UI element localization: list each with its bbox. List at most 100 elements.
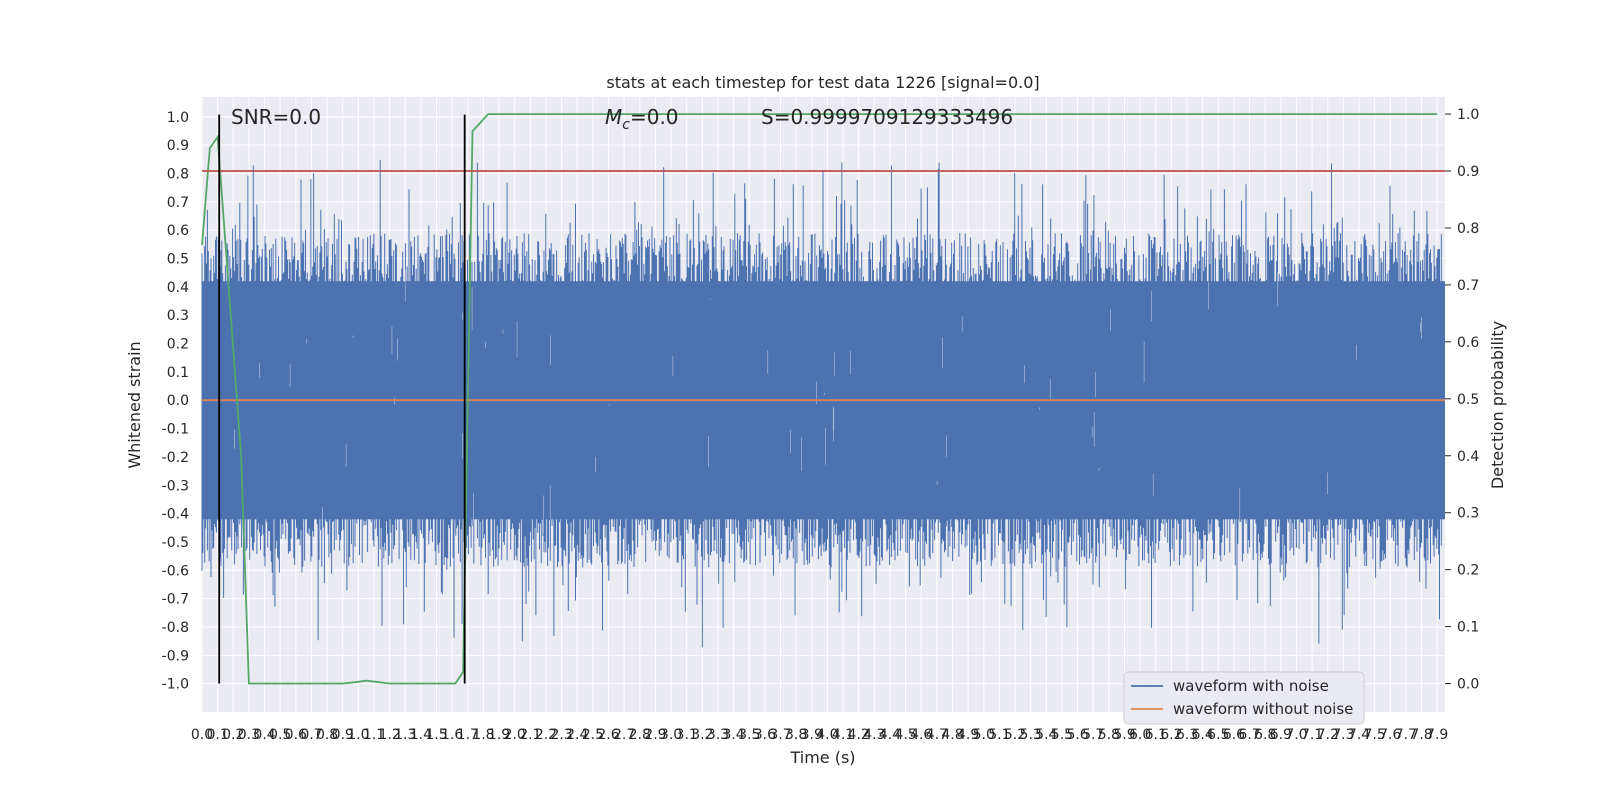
x-tick-label: 4.8	[941, 727, 963, 743]
y2-axis-ticks: 1.0 0.9 0.8 0.7 0.6 0.5 0.4 0.3 0.2 0.1 0.0	[1445, 107, 1479, 693]
y-tick-label: -0.1	[162, 422, 189, 438]
y-tick-label: -1.0	[162, 677, 189, 693]
legend-box	[1123, 671, 1365, 725]
x-tick-label: 3.2	[691, 727, 713, 743]
x-tick-label: 3.4	[722, 727, 744, 743]
x-tick-label: 4.5	[894, 727, 916, 743]
x-tick-label: 5.6	[1066, 727, 1088, 743]
x-tick-label: 3.6	[754, 727, 776, 743]
x-tick-label: 2.4	[566, 727, 588, 743]
x-tick-label: 0.4	[253, 727, 275, 743]
x-tick-label: 6.7	[1238, 727, 1260, 743]
y2-tick-label: 0.6	[1457, 335, 1479, 351]
x-tick-label: 1.0	[347, 727, 369, 743]
y-tick-label: 0.2	[167, 337, 189, 353]
x-tick-label: 3.1	[676, 727, 698, 743]
y2-tick-label: 0.8	[1457, 221, 1479, 237]
chart-title: stats at each timestep for test data 122…	[606, 73, 1039, 92]
y2-axis-label: Detection probability	[1488, 321, 1507, 489]
y-tick-label: 0.4	[167, 280, 189, 296]
x-tick-label: 0.0	[191, 727, 213, 743]
y-tick-label: -0.7	[162, 592, 189, 608]
x-tick-label: 2.3	[550, 727, 572, 743]
x-tick-label: 7.2	[1317, 727, 1339, 743]
y-tick-label: -0.2	[162, 450, 189, 466]
x-tick-label: 1.2	[378, 727, 400, 743]
y2-tick-label: 0.4	[1457, 449, 1479, 465]
x-tick-label: 3.0	[660, 727, 682, 743]
x-tick-label: 5.2	[1004, 727, 1026, 743]
y2-tick-label: 0.3	[1457, 506, 1479, 522]
y-tick-label: -0.6	[162, 563, 189, 579]
x-tick-label: 0.6	[285, 727, 307, 743]
x-tick-label: 0.7	[300, 727, 322, 743]
x-tick-label: 7.4	[1348, 727, 1370, 743]
x-tick-label: 4.2	[848, 727, 870, 743]
x-tick-label: 7.5	[1364, 727, 1386, 743]
x-tick-label: 3.9	[801, 727, 823, 743]
x-tick-label: 6.8	[1254, 727, 1276, 743]
y-tick-label: 0.9	[167, 138, 189, 154]
x-tick-label: 1.9	[488, 727, 510, 743]
x-tick-label: 1.4	[410, 727, 432, 743]
x-axis-ticks: 0.00.10.20.30.40.50.60.70.80.91.01.11.21…	[191, 727, 1448, 743]
legend-label-waveform-without-noise: waveform without noise	[1173, 700, 1353, 718]
x-tick-label: 2.7	[613, 727, 635, 743]
series-detection-probability	[201, 113, 1438, 685]
x-tick-label: 4.1	[832, 727, 854, 743]
x-tick-label: 1.6	[441, 727, 463, 743]
x-tick-label: 5.9	[1113, 727, 1135, 743]
snr-annotation: SNR=0.0	[231, 105, 321, 129]
y2-tick-label: 0.9	[1457, 164, 1479, 180]
x-tick-label: 2.2	[535, 727, 557, 743]
x-tick-label: 4.7	[926, 727, 948, 743]
x-tick-label: 0.3	[238, 727, 260, 743]
legend: waveform with noise waveform without noi…	[1123, 671, 1365, 725]
y-tick-label: 0.8	[167, 167, 189, 183]
y-tick-label: 0.5	[167, 252, 189, 268]
x-tick-label: 0.9	[332, 727, 354, 743]
x-tick-label: 5.8	[1098, 727, 1120, 743]
y-tick-label: -0.4	[162, 507, 189, 523]
y-tick-label: -0.8	[162, 620, 189, 636]
x-tick-label: 1.1	[363, 727, 385, 743]
x-tick-label: 2.6	[597, 727, 619, 743]
x-tick-label: 7.9	[1426, 727, 1448, 743]
x-tick-label: 3.8	[785, 727, 807, 743]
x-tick-label: 3.7	[769, 727, 791, 743]
y-tick-label: -0.9	[162, 648, 189, 664]
y-tick-label: 1.0	[167, 110, 189, 126]
x-tick-label: 2.9	[644, 727, 666, 743]
x-tick-label: 2.0	[504, 727, 526, 743]
x-tick-label: 2.8	[629, 727, 651, 743]
x-tick-label: 5.3	[1020, 727, 1042, 743]
x-tick-label: 5.7	[1082, 727, 1104, 743]
x-tick-label: 4.4	[879, 727, 901, 743]
x-tick-label: 4.9	[957, 727, 979, 743]
y-tick-label: 0.0	[167, 393, 189, 409]
y-tick-label: 0.3	[167, 308, 189, 324]
noise-trace	[201, 159, 1442, 648]
x-tick-label: 3.3	[707, 727, 729, 743]
x-tick-label: 1.3	[394, 727, 416, 743]
x-tick-label: 2.5	[582, 727, 604, 743]
y2-tick-label: 0.0	[1457, 677, 1479, 693]
mc-symbol: M	[605, 105, 622, 129]
y-axis-label: Whitened strain	[125, 341, 144, 468]
x-tick-label: 7.0	[1285, 727, 1307, 743]
x-tick-label: 7.6	[1379, 727, 1401, 743]
x-tick-label: 1.7	[457, 727, 479, 743]
y2-tick-label: 1.0	[1457, 107, 1479, 123]
y-axis-ticks: 1.0 0.9 0.8 0.7 0.6 0.5 0.4 0.3 0.2 0.1 0.0 -0.1 -0.…	[162, 110, 189, 693]
x-tick-label: 5.5	[1051, 727, 1073, 743]
y2-tick-label: 0.5	[1457, 392, 1479, 408]
x-tick-label: 7.1	[1301, 727, 1323, 743]
x-tick-label: 6.2	[1160, 727, 1182, 743]
s-annotation: S=0.9999709129333496	[761, 105, 1013, 129]
mc-value: =0.0	[630, 105, 679, 129]
y-tick-label: 0.7	[167, 195, 189, 211]
mc-subscript: c	[622, 117, 630, 133]
x-tick-label: 4.0	[816, 727, 838, 743]
x-axis-label: Time (s)	[789, 748, 855, 767]
